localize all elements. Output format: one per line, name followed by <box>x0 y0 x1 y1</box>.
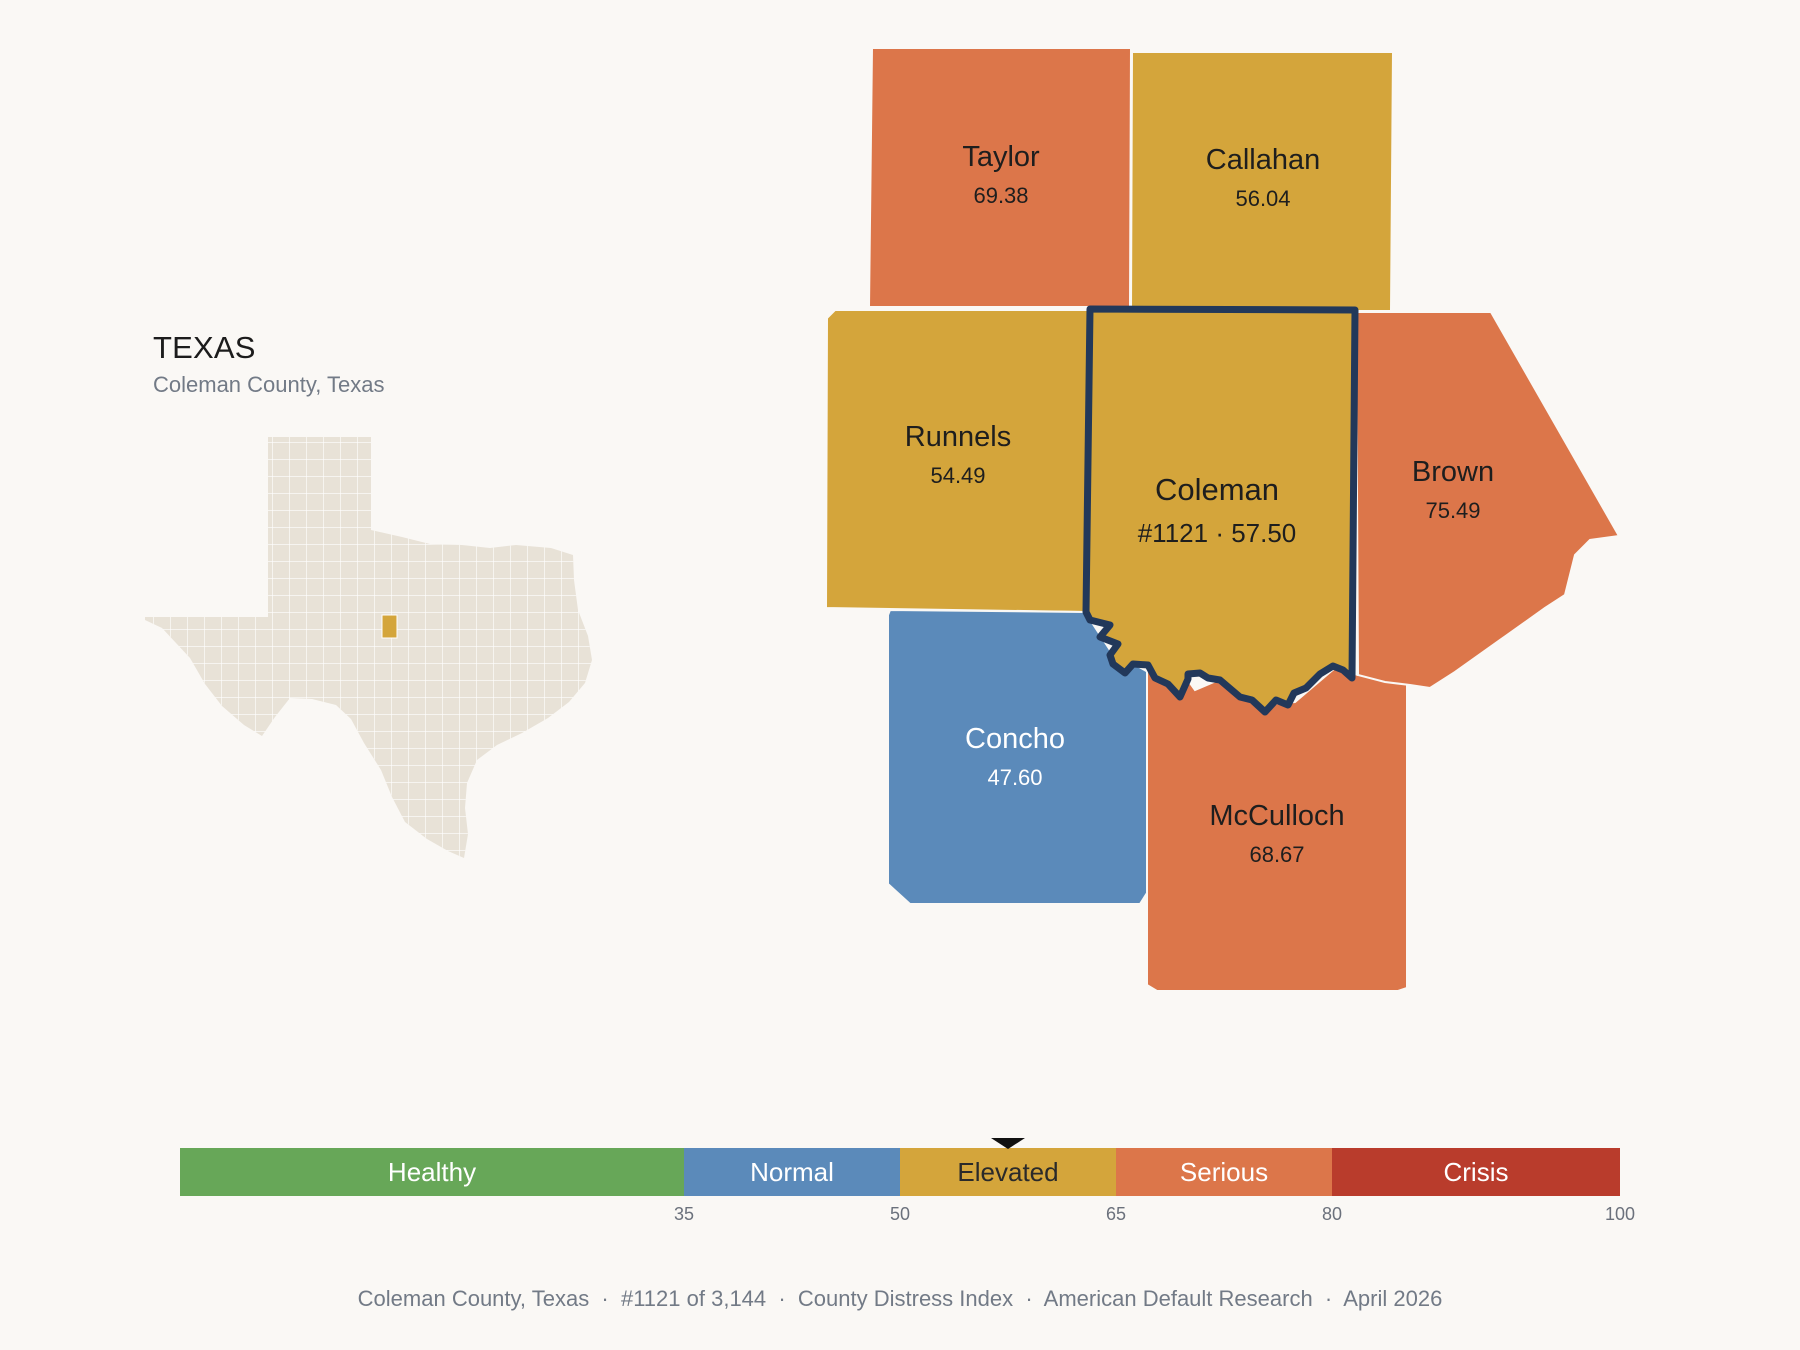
texas-locator-map <box>145 437 592 858</box>
scale-segment-elevated <box>900 1148 1116 1196</box>
scale-tick-50: 50 <box>890 1204 910 1224</box>
county-brown[interactable] <box>1354 311 1621 690</box>
county-name-taylor: Taylor <box>962 141 1040 173</box>
county-name-concho: Concho <box>965 723 1065 755</box>
county-value-brown: 75.49 <box>1425 498 1480 523</box>
scale-tick-65: 65 <box>1106 1204 1126 1224</box>
scale-tick-100: 100 <box>1605 1204 1635 1224</box>
scale-label-normal: Normal <box>750 1157 834 1187</box>
county-value-runnels: 54.49 <box>930 463 985 488</box>
scale-tick-35: 35 <box>674 1204 694 1224</box>
scale-segment-crisis <box>1332 1148 1620 1196</box>
county-taylor[interactable] <box>867 47 1133 308</box>
county-name-mcculloch: McCulloch <box>1209 800 1344 832</box>
scale-label-elevated: Elevated <box>957 1157 1058 1187</box>
county-value-concho: 47.60 <box>987 765 1042 790</box>
scale-label-crisis: Crisis <box>1444 1157 1509 1187</box>
county-callahan[interactable] <box>1129 51 1395 312</box>
county-value-taylor: 69.38 <box>973 183 1028 208</box>
county-name-brown: Brown <box>1412 456 1494 488</box>
scale-label-serious: Serious <box>1180 1157 1268 1187</box>
footer-credit: Coleman County, Texas · #1121 of 3,144 ·… <box>357 1286 1443 1311</box>
county-coleman[interactable] <box>1082 305 1359 716</box>
state-subtitle: Coleman County, Texas <box>153 372 385 397</box>
scale-segment-serious <box>1116 1148 1332 1196</box>
scale-tick-80: 80 <box>1322 1204 1342 1224</box>
county-name-runnels: Runnels <box>905 421 1011 453</box>
scale-marker-arrow <box>991 1138 1025 1149</box>
county-value-mcculloch: 68.67 <box>1249 842 1304 867</box>
county-map <box>824 47 1621 992</box>
county-runnels[interactable] <box>824 309 1091 614</box>
state-title: TEXAS <box>153 330 256 365</box>
county-name-coleman: Coleman <box>1155 472 1279 507</box>
county-name-callahan: Callahan <box>1206 144 1320 176</box>
coleman-locator-highlight <box>381 614 398 639</box>
scale-segment-normal <box>684 1148 900 1196</box>
texas-county-grid <box>145 437 592 858</box>
county-concho[interactable] <box>887 608 1150 905</box>
county-value-coleman: #1121 · 57.50 <box>1138 518 1297 548</box>
county-labels: Taylor 69.38 Callahan 56.04 Runnels 54.4… <box>905 141 1494 867</box>
scale-label-healthy: Healthy <box>388 1157 476 1187</box>
scale-segment-healthy <box>180 1148 684 1196</box>
distress-scale-legend: Healthy Normal Elevated Serious Crisis 35 50 65… <box>180 1138 1635 1224</box>
county-value-callahan: 56.04 <box>1235 186 1290 211</box>
